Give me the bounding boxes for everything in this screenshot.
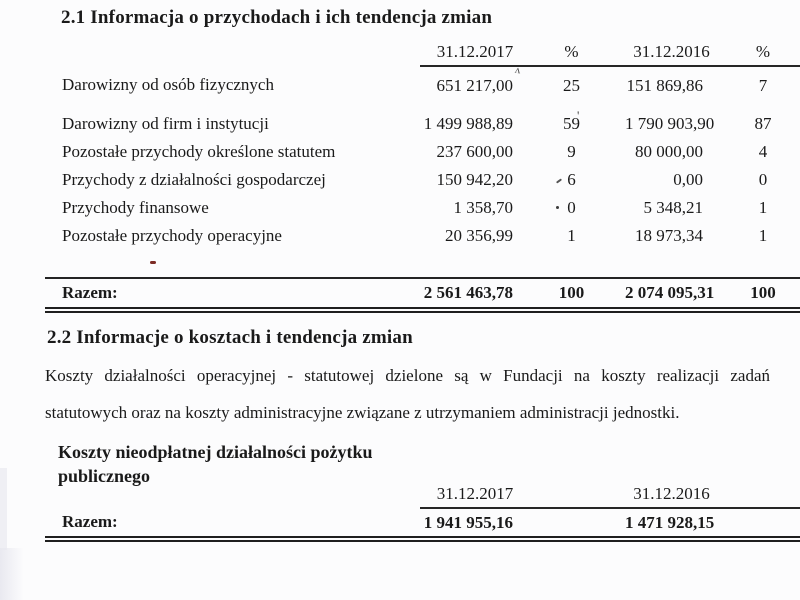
total-value-2017: 2 561 463,78	[420, 277, 518, 313]
percent-2017: 1	[567, 226, 576, 245]
row-label: Pozostałe przychody operacyjne	[62, 226, 282, 245]
row-label: Darowizny od osób fizycznych	[62, 75, 274, 94]
total-label: Razem:	[45, 277, 420, 313]
column-header-date-2017: 31.12.2017	[420, 38, 518, 67]
value-2017: 237 600,00	[436, 142, 514, 161]
percent-2017: 6	[567, 170, 576, 189]
total-value-2017: 1 941 955,16	[420, 508, 518, 542]
value-2016: 0,00	[673, 170, 703, 189]
total-percent-2017: 100	[518, 277, 625, 313]
total-percent-2016: 100	[706, 277, 800, 313]
total-value-2016: 1 471 928,15	[625, 508, 714, 542]
value-2017: 20 356,99	[445, 226, 513, 245]
percent-2016: 1	[758, 226, 768, 245]
percent-2017: 25	[563, 75, 580, 95]
row-label: Darowizny od firm i instytucji	[62, 114, 269, 133]
scan-smudge	[0, 548, 28, 600]
column-header-date-2017: 31.12.2017	[420, 480, 518, 509]
total-label: Razem:	[45, 508, 420, 542]
scan-speck: '	[577, 108, 580, 123]
value-2016: 80 000,00	[635, 142, 703, 161]
value-2016: 18 973,34	[635, 226, 703, 245]
scan-speck: ʌ	[514, 63, 522, 77]
value-2017: 150 942,20	[436, 170, 514, 189]
value-2016: 5 348,21	[643, 198, 704, 217]
revenues-table: 31.12.2017 % 31.12.2016 % Darowizny od o…	[45, 38, 800, 313]
table-header-row: 31.12.2017 % 31.12.2016 %	[45, 38, 800, 67]
scan-speck	[556, 206, 559, 209]
column-header-date-2016: 31.12.2016	[625, 480, 710, 509]
empty-cell	[706, 508, 800, 542]
costs-table-subheading: Koszty nieodpłatnej działalności pożytku…	[58, 442, 373, 486]
empty-cell	[518, 508, 625, 542]
column-header-percent-2016: %	[706, 38, 800, 67]
percent-2017: 0	[567, 198, 576, 217]
row-label: Pozostałe przychody określone statutem	[62, 142, 336, 161]
column-header-spacer	[706, 480, 800, 509]
column-header-percent-2017: %	[518, 38, 625, 67]
costs-description-paragraph: Koszty działalności operacyjnej - statut…	[45, 366, 770, 422]
percent-2017: 9	[567, 142, 576, 161]
percent-2016: 7	[758, 75, 768, 95]
section-heading-2-1: 2.1 Informacja o przychodach i ich tende…	[61, 7, 493, 28]
column-header-date-2016: 31.12.2016	[625, 38, 710, 67]
column-header-empty	[45, 38, 420, 66]
total-row: Razem: 1 941 955,16 1 471 928,15	[45, 508, 800, 542]
table-row: Pozostałe przychody określone statutem 2…	[45, 138, 800, 166]
section-heading-2-2: 2.2 Informacje o kosztach i tendencja zm…	[47, 327, 413, 348]
table-row: Darowizny od firm i instytucji 1 499 988…	[45, 110, 800, 138]
value-2017: 651 217,00	[436, 75, 514, 95]
total-row: Razem: 2 561 463,78 100 2 074 095,31 100	[45, 277, 800, 313]
row-label: Przychody z działalności gospodarczej	[62, 170, 326, 189]
value-2017: 1 358,70	[453, 198, 514, 217]
value-2016: 1 790 903,90	[625, 114, 715, 133]
percent-2016: 4	[758, 142, 768, 161]
table-header-row: 31.12.2017 31.12.2016	[45, 480, 800, 509]
percent-2016: 87	[754, 114, 772, 133]
table-row: Przychody z działalności gospodarczej 15…	[45, 166, 800, 194]
percent-2016: 0	[758, 170, 768, 189]
row-label: Przychody finansowe	[62, 198, 209, 217]
table-row: Darowizny od osób fizycznych 651 217,00 …	[45, 66, 800, 110]
table-row: Przychody finansowe 1 358,70 0 5 348,21 …	[45, 194, 800, 222]
value-2017: 1 499 988,89	[423, 114, 513, 133]
scan-speck	[150, 261, 156, 264]
value-2016: 151 869,86	[626, 75, 704, 95]
scan-smudge	[0, 468, 7, 550]
total-value-2016: 2 074 095,31	[625, 277, 714, 313]
percent-2016: 1	[758, 198, 768, 217]
column-header-spacer	[518, 480, 625, 509]
column-header-empty	[45, 480, 420, 508]
percent-2017: 59	[563, 114, 580, 133]
table-row: Pozostałe przychody operacyjne 20 356,99…	[45, 222, 800, 250]
spacer-row	[45, 250, 800, 278]
costs-table: 31.12.2017 31.12.2016 Razem: 1 941 955,1…	[45, 480, 800, 542]
